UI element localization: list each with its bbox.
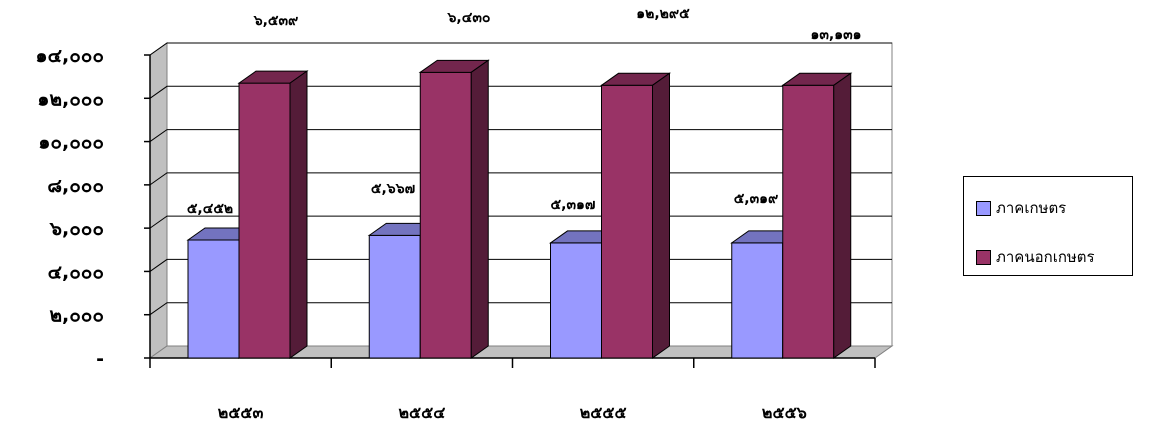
data-label: ๑๓,๑๓๑ (810, 27, 861, 43)
legend-label-non-agriculture: ภาคนอกเกษตร (996, 248, 1095, 266)
bar-non-agriculture-side (289, 70, 308, 359)
y-tick-label: ๑๔,๐๐๐ (36, 45, 104, 67)
x-tick-label: ๒๕๕๕ (580, 403, 627, 422)
data-label: ๑๒,๒๙๕ (636, 6, 690, 22)
data-label: ๖,๔๓๐ (447, 10, 491, 26)
data-label: ๕,๓๑๙ (734, 191, 779, 207)
y-tick-label: ๑๐,๐๐๐ (38, 132, 104, 154)
legend-swatch-agriculture (976, 200, 991, 216)
legend-label-agriculture: ภาคเกษตร (996, 199, 1067, 217)
bar-non-agriculture (418, 59, 490, 359)
legend: ภาคเกษตร ภาคนอกเกษตร (963, 176, 1133, 276)
gridline (149, 42, 892, 56)
x-tick-label: ๒๕๕๔ (398, 403, 445, 422)
x-tick-label: ๒๕๕๓ (218, 403, 264, 422)
legend-item-non-agriculture: ภาคนอกเกษตร (976, 245, 1095, 269)
y-tick-label: ๑๒,๐๐๐ (37, 88, 104, 110)
bar-agriculture-front (731, 242, 784, 359)
legend-item-agriculture: ภาคเกษตร (976, 196, 1066, 220)
bar-non-agriculture (781, 72, 853, 359)
bar-non-agriculture-side (470, 59, 489, 359)
data-label: ๖,๕๓๙ (253, 13, 299, 29)
y-tick-label: ๘,๐๐๐ (47, 175, 104, 197)
data-label: ๕,๖๖๗ (371, 181, 415, 197)
legend-swatch-non-agriculture (976, 249, 991, 265)
bar-non-agriculture-front (782, 84, 835, 359)
y-tick-label: ๒,๐๐๐ (49, 305, 104, 327)
bar-non-agriculture (237, 70, 309, 359)
bar-agriculture-front (368, 234, 421, 359)
bar-non-agriculture-front (419, 71, 472, 359)
data-label: ๕,๓๑๗ (551, 197, 596, 213)
plot-side-wall (149, 42, 168, 359)
bar-non-agriculture (599, 72, 672, 359)
y-tick-label: - (96, 348, 104, 370)
bar-non-agriculture-side (652, 72, 670, 359)
bar-non-agriculture-front (601, 84, 653, 359)
y-tick-label: ๔,๐๐๐ (48, 261, 104, 283)
bar-agriculture-front (550, 242, 602, 359)
y-tick-label: ๖,๐๐๐ (49, 218, 104, 240)
bar-non-agriculture-front (238, 82, 291, 359)
bar-non-agriculture-side (833, 72, 852, 359)
x-tick-label: ๒๕๕๖ (762, 403, 807, 422)
bar-agriculture-front (187, 239, 240, 359)
data-label: ๕,๔๕๒ (187, 201, 233, 217)
